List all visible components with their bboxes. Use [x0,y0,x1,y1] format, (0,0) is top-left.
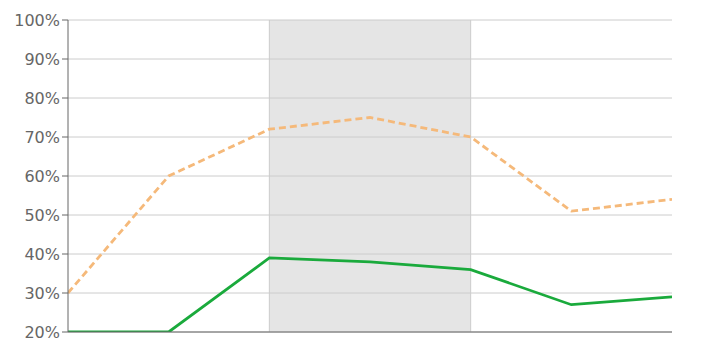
svg-text:100%: 100% [14,11,60,30]
svg-text:70%: 70% [24,128,60,147]
svg-text:20%: 20% [24,323,60,342]
svg-text:80%: 80% [24,89,60,108]
svg-text:30%: 30% [24,284,60,303]
svg-text:50%: 50% [24,206,60,225]
svg-text:40%: 40% [24,245,60,264]
svg-text:90%: 90% [24,50,60,69]
svg-text:60%: 60% [24,167,60,186]
